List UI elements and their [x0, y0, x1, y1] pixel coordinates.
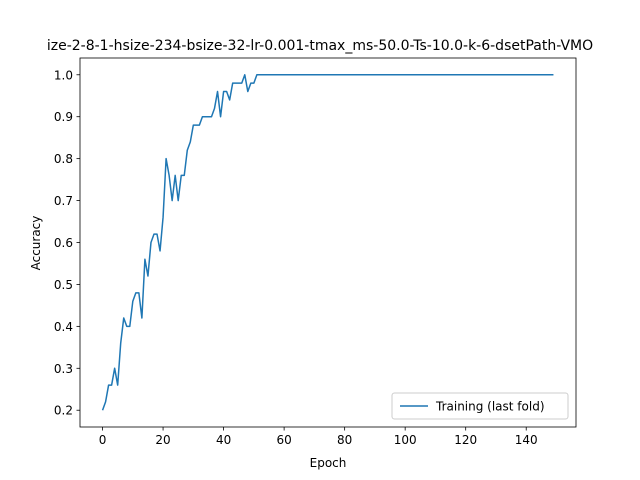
- x-tick-label: 40: [216, 433, 231, 447]
- x-axis-label: Epoch: [310, 456, 347, 470]
- plot-area: 0 20 40 60 80 100 120 140 0.2 0.3 0.4 0.5 0.6 0.7 0.8 0…: [54, 57, 577, 447]
- y-tick-label: 0.8: [54, 152, 73, 166]
- legend-label: Training (last fold): [435, 400, 545, 414]
- y-tick-label: 0.2: [54, 404, 73, 418]
- x-tick-label: 0: [99, 433, 107, 447]
- x-tick-label: 80: [337, 433, 352, 447]
- y-tick-label: 1.0: [54, 68, 73, 82]
- y-tick-label: 0.9: [54, 110, 73, 124]
- x-tick-label: 100: [394, 433, 417, 447]
- x-tick-label: 120: [454, 433, 477, 447]
- x-tick-label: 140: [515, 433, 538, 447]
- legend-box: [391, 392, 569, 420]
- y-axis-label: Accuracy: [29, 216, 43, 271]
- y-tick-label: 0.3: [54, 362, 73, 376]
- y-tick-label: 0.5: [54, 278, 73, 292]
- chart-title: ize-2-8-1-hsize-234-bsize-32-lr-0.001-tm…: [47, 38, 593, 54]
- y-tick-label: 0.4: [54, 320, 73, 334]
- x-tick-label: 20: [155, 433, 170, 447]
- y-tick-label: 0.6: [54, 236, 73, 250]
- x-tick-label: 60: [276, 433, 291, 447]
- series-line-0: [101, 74, 554, 411]
- y-tick-label: 0.7: [54, 194, 73, 208]
